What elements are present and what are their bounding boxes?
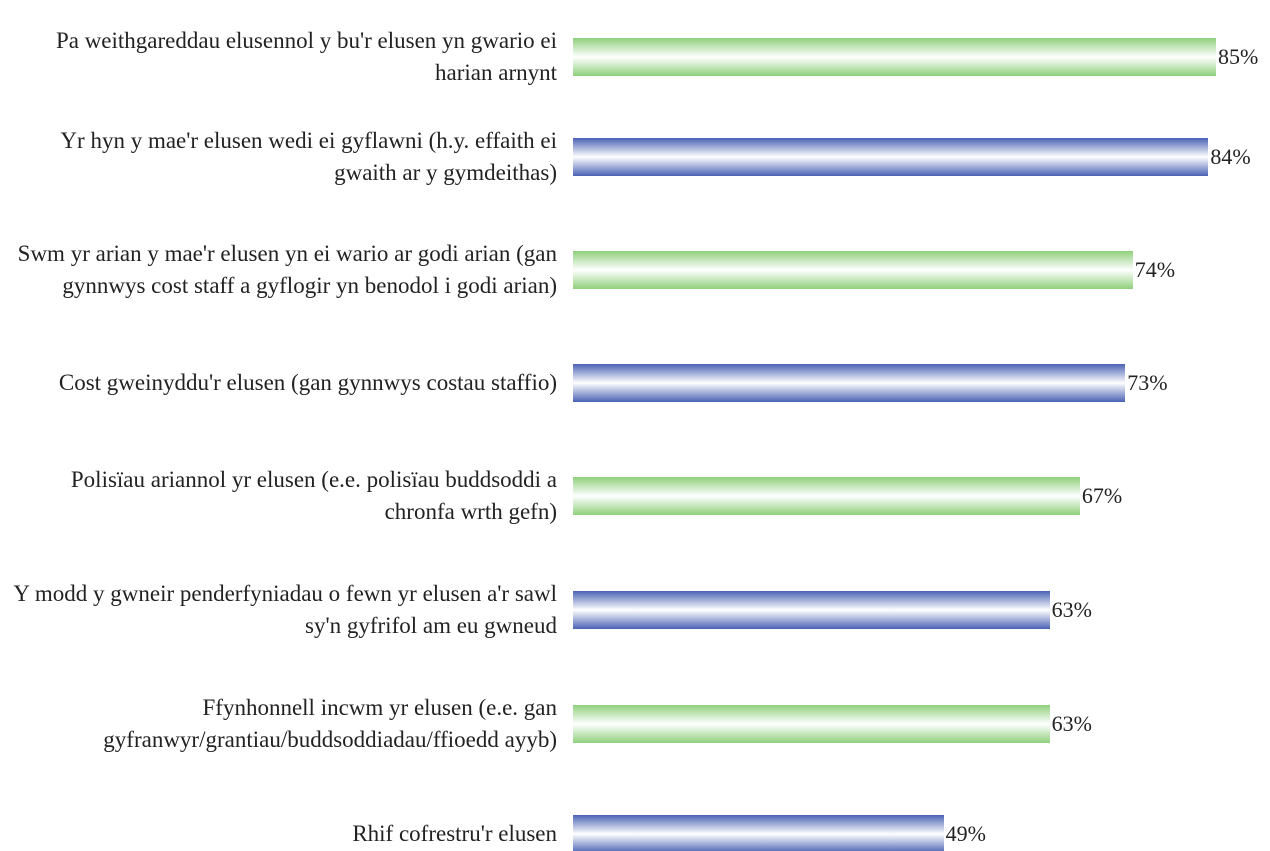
category-label: Cost gweinyddu'r elusen (gan gynnwys cos… bbox=[58, 370, 557, 395]
value-label: 73% bbox=[1127, 370, 1168, 395]
value-label: 49% bbox=[945, 821, 986, 846]
category-label: Rhif cofrestru'r elusen bbox=[352, 821, 557, 846]
category-label: Pa weithgareddau elusennol y bu'r elusen… bbox=[55, 28, 557, 85]
bar bbox=[573, 251, 1133, 289]
category-label: Swm yr arian y mae'r elusen yn ei wario … bbox=[17, 241, 557, 298]
category-label: Y modd y gwneir penderfyniadau o fewn yr… bbox=[13, 581, 557, 638]
category-label: Yr hyn y mae'r elusen wedi ei gyflawni (… bbox=[60, 128, 557, 185]
value-label: 85% bbox=[1218, 44, 1259, 69]
bar bbox=[573, 705, 1050, 743]
value-label: 74% bbox=[1134, 257, 1176, 282]
bar bbox=[573, 591, 1050, 629]
value-label: 63% bbox=[1051, 711, 1092, 736]
category-label: Polisïau ariannol yr elusen (e.e. polisï… bbox=[70, 467, 557, 524]
value-label: 63% bbox=[1051, 597, 1092, 622]
category-label: Ffynhonnell incwm yr elusen (e.e. gan gy… bbox=[103, 695, 557, 752]
bar bbox=[573, 38, 1216, 76]
value-label: 67% bbox=[1081, 483, 1123, 508]
value-label: 84% bbox=[1210, 144, 1251, 169]
bar bbox=[573, 138, 1209, 176]
bar bbox=[573, 477, 1080, 515]
bar bbox=[573, 364, 1126, 402]
bar bbox=[573, 815, 944, 851]
